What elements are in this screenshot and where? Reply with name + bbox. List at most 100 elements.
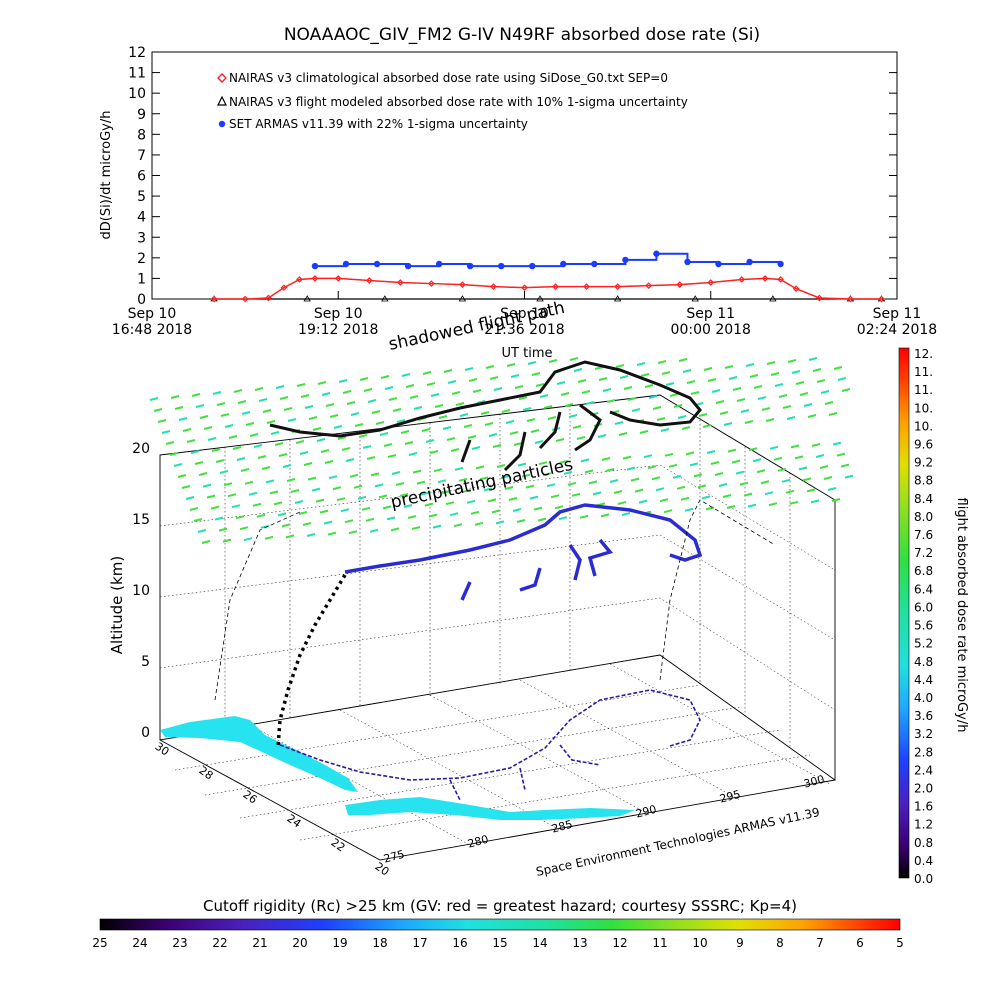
data-point — [280, 284, 288, 292]
particle-mark — [270, 431, 280, 435]
particle-mark — [421, 428, 431, 432]
dose-colorbar-tick-label: 6.4 — [914, 582, 933, 596]
particle-mark — [833, 366, 843, 370]
particle-mark — [210, 505, 220, 510]
particle-mark — [542, 472, 552, 477]
particle-mark — [400, 430, 410, 434]
particle-mark — [447, 380, 457, 384]
particle-mark — [634, 488, 644, 493]
particle-mark — [777, 467, 787, 472]
data-point — [466, 262, 474, 270]
particle-mark — [266, 420, 276, 424]
particle-mark — [706, 450, 716, 454]
longitude-tick-label: 275 — [382, 848, 406, 866]
particle-mark — [471, 446, 481, 450]
particle-mark — [514, 385, 524, 389]
particle-mark — [748, 447, 758, 452]
particle-mark — [256, 513, 266, 518]
particle-mark — [336, 497, 346, 502]
particle-mark — [202, 483, 212, 488]
particle-mark — [832, 441, 842, 446]
rigidity-colorbar-tick-label: 23 — [172, 936, 187, 950]
rigidity-colorbar-tick-label: 19 — [332, 936, 347, 950]
particle-mark — [269, 490, 279, 495]
particle-mark — [639, 430, 649, 434]
data-point — [878, 295, 885, 303]
particle-mark — [643, 454, 653, 459]
dose-colorbar-tick-label: 10. — [914, 419, 933, 433]
particle-mark — [185, 496, 195, 500]
x-tick-label-line1: Sep 11 — [686, 306, 735, 322]
particle-mark — [555, 438, 565, 442]
particle-mark — [191, 393, 201, 397]
particle-mark — [340, 508, 350, 513]
particle-mark — [325, 403, 335, 407]
dose-colorbar-tick-label: 10. — [914, 401, 933, 415]
y-tick-label: 5 — [137, 189, 146, 205]
particle-mark — [627, 397, 637, 401]
x-axis-label: UT time — [502, 346, 553, 361]
particle-mark — [731, 459, 741, 464]
altitude-axis-label: Altitude (km) — [108, 556, 126, 654]
particle-mark — [408, 452, 418, 456]
particle-mark — [464, 367, 474, 371]
flight-path-ascent — [276, 574, 347, 749]
particle-mark — [438, 415, 448, 419]
particle-mark — [474, 521, 484, 526]
rigidity-colorbar-tick-label: 15 — [492, 936, 507, 950]
data-point — [613, 295, 622, 302]
particle-mark — [173, 463, 183, 467]
particle-mark — [253, 444, 263, 448]
flight-3d-view — [149, 357, 854, 861]
rigidity-colorbar-tick-label: 11 — [652, 936, 667, 950]
precipitating-particle-field — [149, 357, 854, 544]
particle-mark — [467, 435, 477, 439]
particle-mark — [786, 416, 796, 420]
particle-mark — [684, 507, 694, 512]
particle-mark — [190, 450, 200, 454]
particle-mark — [774, 383, 784, 387]
particle-mark — [287, 418, 297, 422]
particle-mark — [367, 399, 377, 403]
rigidity-colorbar-tick-label: 12 — [612, 936, 627, 950]
particle-mark — [824, 401, 834, 405]
particle-mark — [312, 427, 322, 431]
flight-path-ground-track — [279, 689, 701, 801]
dose-colorbar-tick-label: 5.6 — [914, 619, 933, 633]
y-axis-label: dD(Si)/dt microGy/h — [99, 111, 114, 240]
particle-mark — [500, 475, 510, 479]
altitude-tick-label: 10 — [132, 583, 150, 599]
particle-mark — [735, 470, 745, 475]
y-tick-label: 7 — [137, 148, 146, 164]
particle-mark — [606, 399, 616, 403]
particle-mark — [218, 527, 228, 532]
particle-mark — [285, 534, 295, 539]
particle-mark — [669, 393, 679, 397]
data-point — [342, 260, 350, 268]
legend-entry-nairas-climatological: NAIRAS v3 climatological absorbed dose r… — [229, 71, 668, 85]
particle-mark — [315, 498, 325, 503]
data-point — [210, 295, 218, 303]
data-point — [296, 276, 303, 283]
particle-mark — [547, 416, 557, 420]
y-tick-label: 10 — [128, 86, 146, 102]
particle-mark — [527, 361, 537, 365]
x-tick-label-line2: 19:12 2018 — [298, 322, 378, 338]
particle-mark — [597, 434, 607, 438]
particle-mark — [383, 443, 393, 447]
rigidity-colorbar-tick-label: 9 — [736, 936, 744, 950]
data-point — [536, 295, 544, 302]
particle-mark — [233, 389, 243, 393]
particle-mark — [195, 404, 205, 408]
particle-mark — [711, 389, 721, 393]
particle-mark — [386, 516, 396, 521]
data-point — [498, 262, 505, 270]
particle-mark — [802, 477, 812, 482]
data-point — [373, 260, 381, 268]
particle-mark — [791, 370, 801, 374]
dose-colorbar-tick-label: 8.8 — [914, 474, 933, 488]
particle-mark — [264, 535, 274, 540]
y-tick-label: 0 — [137, 292, 146, 308]
particle-mark — [216, 402, 226, 406]
particle-mark — [282, 464, 292, 468]
